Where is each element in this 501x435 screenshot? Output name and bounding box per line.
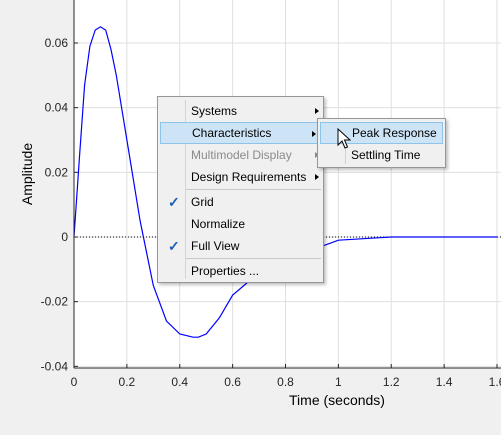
menu-gutter-divider [185,100,186,279]
menu-item-label: Normalize [191,217,246,231]
chevron-right-icon [315,174,319,180]
menu-item-peak-response[interactable]: Peak Response [320,122,443,144]
x-axis-title: Time (seconds) [289,392,385,408]
menu-item-normalize[interactable]: Normalize [158,213,323,235]
x-tick-label: 1.6 [489,375,501,389]
y-tick-label: -0.04 [41,359,69,373]
x-tick-label: 0.8 [277,375,294,389]
menu-item-label: Design Requirements [191,170,307,184]
menu-item-characteristics[interactable]: Characteristics [160,122,321,144]
y-ticks: -0.04 -0.02 0 0.02 0.04 0.06 [41,36,78,373]
context-menu: Systems Characteristics Multimodel Displ… [157,96,324,283]
menu-item-grid[interactable]: ✓ Grid [158,191,323,213]
menu-item-label: Properties ... [191,264,260,278]
menu-separator [186,189,321,190]
chevron-right-icon [315,108,319,114]
menu-item-full-view[interactable]: ✓ Full View [158,235,323,257]
menu-separator [186,258,321,259]
menu-item-label: Systems [191,104,238,118]
check-icon: ✓ [168,194,180,210]
menu-item-settling-time[interactable]: Settling Time [318,144,445,166]
arrow-cursor-icon [337,128,351,149]
menu-item-label: Characteristics [192,126,272,140]
x-tick-label: 0 [71,375,78,389]
y-axis-title: Amplitude [19,143,35,205]
x-tick-label: 1.2 [383,375,400,389]
x-tick-label: 1 [335,375,342,389]
menu-item-design-requirements[interactable]: Design Requirements [158,166,323,188]
x-tick-label: 0.6 [224,375,241,389]
chevron-right-icon [312,131,316,137]
characteristics-submenu: Peak Response Settling Time [317,118,446,168]
check-icon: ✓ [168,238,180,254]
menu-item-properties[interactable]: Properties ... [158,260,323,282]
menu-item-label: Peak Response [352,126,437,140]
x-ticks: 0 0.2 0.4 0.6 0.8 1 1.2 1.4 1.6 [71,364,501,389]
menu-item-label: Multimodel Display [191,148,292,162]
x-tick-label: 0.2 [119,375,136,389]
y-tick-label: -0.02 [41,295,69,309]
y-tick-label: 0.06 [45,36,69,50]
x-tick-label: 1.4 [436,375,453,389]
menu-item-systems[interactable]: Systems [158,100,323,122]
menu-item-label: Full View [191,239,240,253]
y-tick-label: 0 [61,230,68,244]
menu-item-label: Grid [191,195,214,209]
y-tick-label: 0.02 [45,165,69,179]
x-tick-label: 0.4 [171,375,188,389]
menu-item-multimodel-display: Multimodel Display [158,144,323,166]
y-tick-label: 0.04 [45,101,69,115]
menu-item-label: Settling Time [351,148,421,162]
